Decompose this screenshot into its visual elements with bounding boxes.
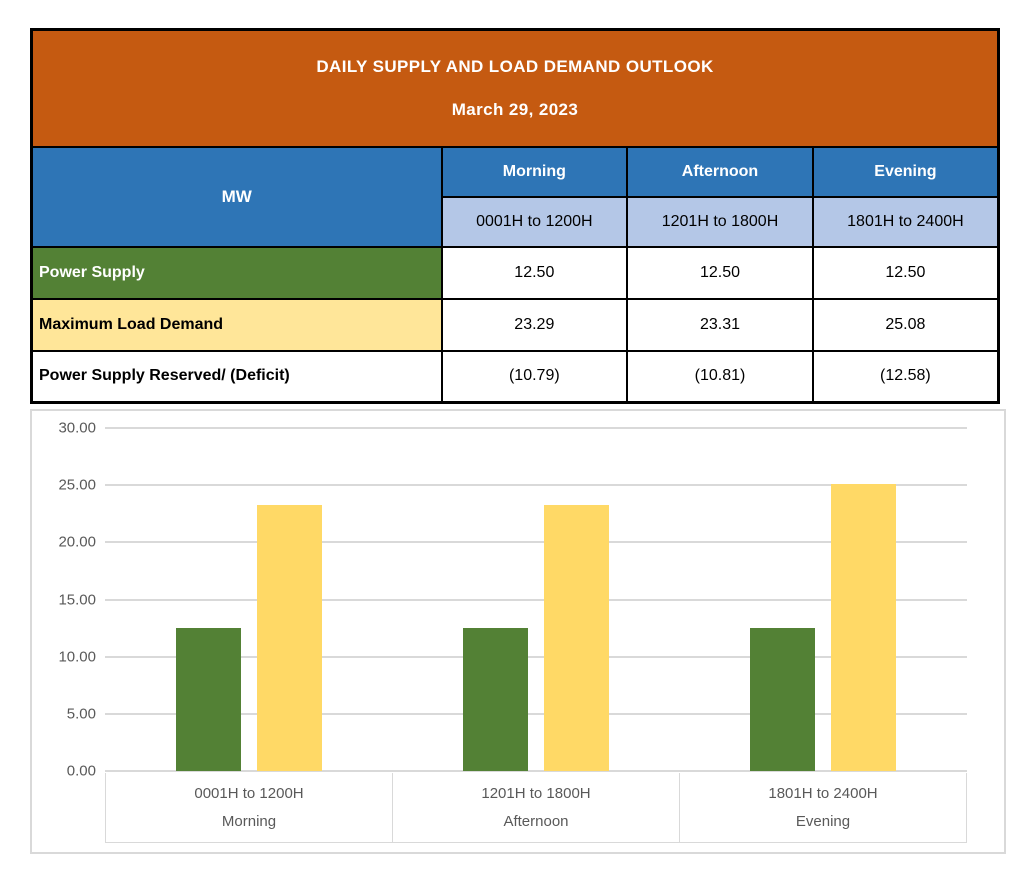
table-row-max-load-demand: Maximum Load Demand 23.29 23.31 25.08 xyxy=(30,297,1000,352)
value-power-supply-morning: 12.50 xyxy=(440,245,629,300)
value-reserve-morning: (10.79) xyxy=(440,349,629,404)
x-category-morning: 0001H to 1200H Morning xyxy=(106,773,392,842)
row-label-max-load-demand: Maximum Load Demand xyxy=(30,297,443,352)
x-label-period: Morning xyxy=(221,813,277,831)
title-stack: DAILY SUPPLY AND LOAD DEMAND OUTLOOK Mar… xyxy=(34,32,997,145)
x-category-afternoon: 1201H to 1800H Afternoon xyxy=(392,773,679,842)
value-reserve-evening: (12.58) xyxy=(811,349,1000,404)
gridline xyxy=(105,598,967,601)
x-label-hours: 1201H to 1800H xyxy=(481,784,591,802)
table-title-cell: DAILY SUPPLY AND LOAD DEMAND OUTLOOK Mar… xyxy=(30,28,1000,148)
value-power-supply-evening: 12.50 xyxy=(811,245,1000,300)
hours-afternoon: 1201H to 1800H xyxy=(626,195,814,248)
bar-maximum-load-demand xyxy=(543,504,609,771)
bar-maximum-load-demand xyxy=(831,484,897,771)
row-label-reserve-deficit: Power Supply Reserved/ (Deficit) xyxy=(30,349,443,404)
y-tick-label: 0.00 xyxy=(66,762,96,780)
plot-area xyxy=(105,427,967,772)
period-header-afternoon: Afternoon xyxy=(626,145,814,198)
bar-group xyxy=(105,428,392,771)
value-max-load-morning: 23.29 xyxy=(440,297,629,352)
table-title-row: DAILY SUPPLY AND LOAD DEMAND OUTLOOK Mar… xyxy=(30,28,1000,148)
hours-morning: 0001H to 1200H xyxy=(440,195,629,248)
gridline xyxy=(105,541,967,544)
bar-group xyxy=(680,428,967,771)
table-date: March 29, 2023 xyxy=(451,99,579,119)
bar-groups xyxy=(105,428,967,771)
table-title: DAILY SUPPLY AND LOAD DEMAND OUTLOOK xyxy=(316,56,714,76)
outlook-table: DAILY SUPPLY AND LOAD DEMAND OUTLOOK Mar… xyxy=(30,28,1000,404)
bar-power-supply xyxy=(750,628,816,771)
y-tick-label: 15.00 xyxy=(58,591,96,608)
bar-maximum-load-demand xyxy=(256,504,322,771)
bar-power-supply xyxy=(462,628,528,771)
x-axis: 0001H to 1200H Morning 1201H to 1800H Af… xyxy=(105,773,967,843)
x-label-hours: 1801H to 2400H xyxy=(768,784,878,802)
row-label-power-supply: Power Supply xyxy=(30,245,443,300)
gridline xyxy=(105,427,967,429)
gridline xyxy=(105,655,967,658)
y-tick-label: 30.00 xyxy=(58,419,96,437)
value-max-load-afternoon: 23.31 xyxy=(626,297,814,352)
y-tick-label: 5.00 xyxy=(66,705,96,723)
value-max-load-evening: 25.08 xyxy=(811,297,1000,352)
table-row-reserve-deficit: Power Supply Reserved/ (Deficit) (10.79)… xyxy=(30,349,1000,404)
gridline xyxy=(105,712,967,715)
period-header-morning: Morning xyxy=(440,145,629,198)
x-label-hours: 0001H to 1200H xyxy=(194,784,304,802)
y-tick-label: 10.00 xyxy=(58,648,96,666)
bar-power-supply xyxy=(175,628,241,771)
period-header-evening: Evening xyxy=(811,145,1000,198)
value-reserve-afternoon: (10.81) xyxy=(626,349,814,404)
x-label-period: Evening xyxy=(795,813,851,831)
y-tick-label: 20.00 xyxy=(58,533,96,551)
gridline xyxy=(105,770,967,772)
bar-group xyxy=(392,428,679,771)
hours-evening: 1801H to 2400H xyxy=(811,195,1000,248)
value-power-supply-afternoon: 12.50 xyxy=(626,245,814,300)
unit-header-cell: MW xyxy=(30,145,443,248)
y-tick-label: 25.00 xyxy=(58,476,96,494)
hours-header-row: 0001H to 1200H 1201H to 1800H 1801H to 2… xyxy=(32,195,1000,248)
gridline xyxy=(105,484,967,487)
x-category-evening: 1801H to 2400H Evening xyxy=(679,773,966,842)
bar-chart: 0.00 5.00 10.00 15.00 20.00 25.00 30.00 0001H … xyxy=(30,409,1006,854)
y-axis: 0.00 5.00 10.00 15.00 20.00 25.00 30.00 xyxy=(32,420,96,780)
table-row-power-supply: Power Supply 12.50 12.50 12.50 xyxy=(30,245,1000,300)
x-label-period: Afternoon xyxy=(503,813,569,831)
period-header-row: MW Morning Afternoon Evening xyxy=(30,145,1000,248)
